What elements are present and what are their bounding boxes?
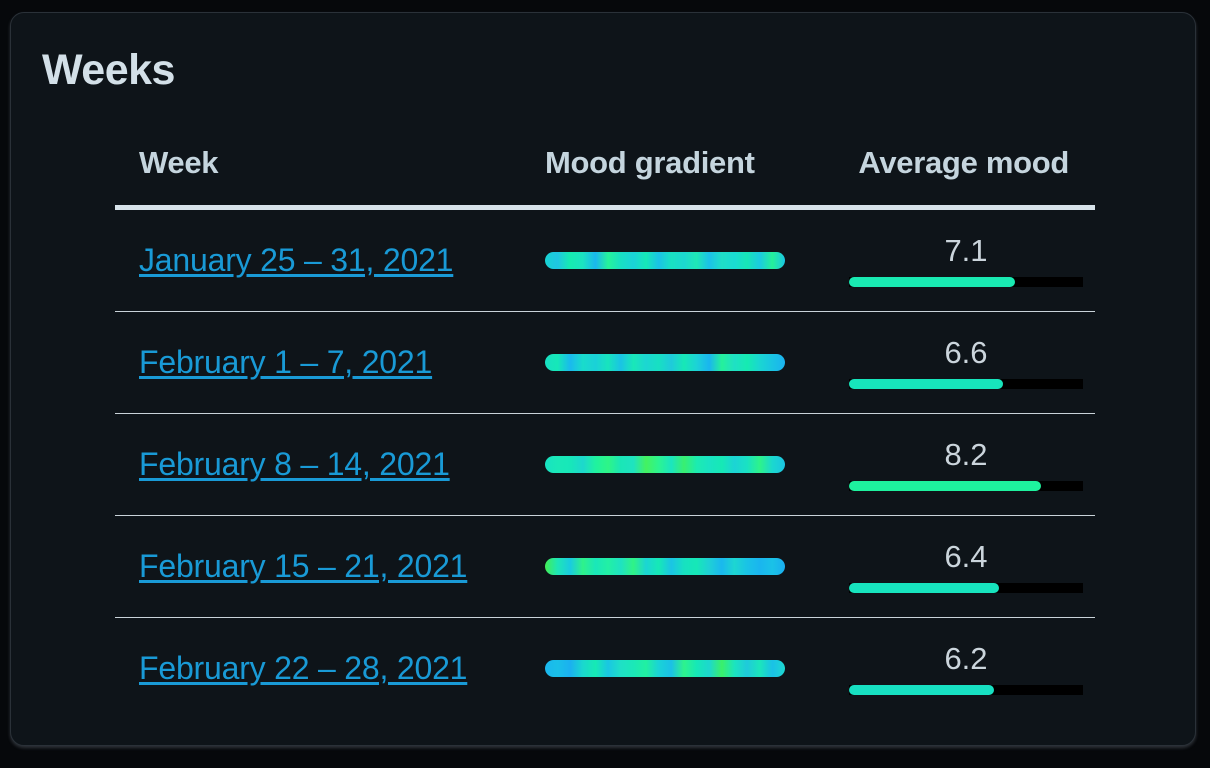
mood-gradient-bar — [545, 660, 785, 677]
week-cell: January 25 – 31, 2021 — [115, 207, 545, 312]
week-link[interactable]: January 25 – 31, 2021 — [139, 242, 454, 278]
week-link[interactable]: February 8 – 14, 2021 — [139, 446, 450, 482]
table-row: January 25 – 31, 2021 7.1 — [115, 207, 1095, 312]
average-mood-fill — [849, 276, 1016, 287]
average-mood-cell: 6.4 — [835, 515, 1095, 618]
average-mood-track — [849, 378, 1083, 389]
average-mood-meter: 6.6 — [849, 333, 1083, 393]
average-mood-cell: 6.6 — [835, 311, 1095, 414]
average-mood-track — [849, 582, 1083, 593]
mood-gradient-cell — [545, 207, 835, 312]
average-mood-value: 7.1 — [944, 232, 988, 268]
average-mood-cell: 8.2 — [835, 413, 1095, 516]
average-mood-track — [849, 684, 1083, 695]
average-mood-value: 6.4 — [944, 538, 988, 574]
average-mood-value: 6.6 — [944, 334, 988, 370]
weeks-table: Week Mood gradient Average mood January … — [115, 145, 1095, 719]
week-link[interactable]: February 1 – 7, 2021 — [139, 344, 433, 380]
average-mood-cell: 7.1 — [835, 207, 1095, 312]
average-mood-track — [849, 480, 1083, 491]
average-mood-cell: 6.2 — [835, 618, 1095, 720]
average-mood-fill — [849, 684, 995, 695]
column-header-mood-gradient: Mood gradient — [545, 145, 835, 210]
average-mood-track — [849, 276, 1083, 287]
table-row: February 15 – 21, 2021 6.4 — [115, 515, 1095, 618]
week-cell: February 1 – 7, 2021 — [115, 311, 545, 414]
mood-gradient-bar — [545, 252, 785, 269]
mood-gradient-cell — [545, 618, 835, 720]
weeks-card: Weeks Week Mood gradient Average mood Ja… — [10, 12, 1196, 746]
week-cell: February 15 – 21, 2021 — [115, 515, 545, 618]
average-mood-value: 8.2 — [944, 436, 988, 472]
table-row: February 22 – 28, 2021 6.2 — [115, 618, 1095, 720]
week-link[interactable]: February 22 – 28, 2021 — [139, 650, 468, 686]
week-link[interactable]: February 15 – 21, 2021 — [139, 548, 468, 584]
table-row: February 8 – 14, 2021 8.2 — [115, 413, 1095, 516]
mood-gradient-bar — [545, 456, 785, 473]
average-mood-meter: 7.1 — [849, 231, 1083, 291]
average-mood-meter: 6.2 — [849, 639, 1083, 699]
table-header: Week Mood gradient Average mood — [115, 145, 1095, 210]
average-mood-fill — [849, 480, 1041, 491]
mood-gradient-bar — [545, 354, 785, 371]
average-mood-meter: 6.4 — [849, 537, 1083, 597]
column-header-average-mood: Average mood — [835, 145, 1095, 210]
average-mood-value: 6.2 — [944, 640, 988, 676]
week-cell: February 22 – 28, 2021 — [115, 618, 545, 720]
table-row: February 1 – 7, 2021 6.6 — [115, 311, 1095, 414]
column-header-week: Week — [115, 145, 545, 210]
mood-gradient-cell — [545, 413, 835, 516]
mood-gradient-bar — [545, 558, 785, 575]
header-row: Week Mood gradient Average mood — [115, 145, 1095, 210]
average-mood-fill — [849, 378, 1004, 389]
card-title: Weeks — [42, 46, 175, 94]
average-mood-fill — [849, 582, 999, 593]
mood-gradient-cell — [545, 311, 835, 414]
week-cell: February 8 – 14, 2021 — [115, 413, 545, 516]
mood-gradient-cell — [545, 515, 835, 618]
average-mood-meter: 8.2 — [849, 435, 1083, 495]
table-body: January 25 – 31, 2021 7.1 February 1 — [115, 207, 1095, 720]
